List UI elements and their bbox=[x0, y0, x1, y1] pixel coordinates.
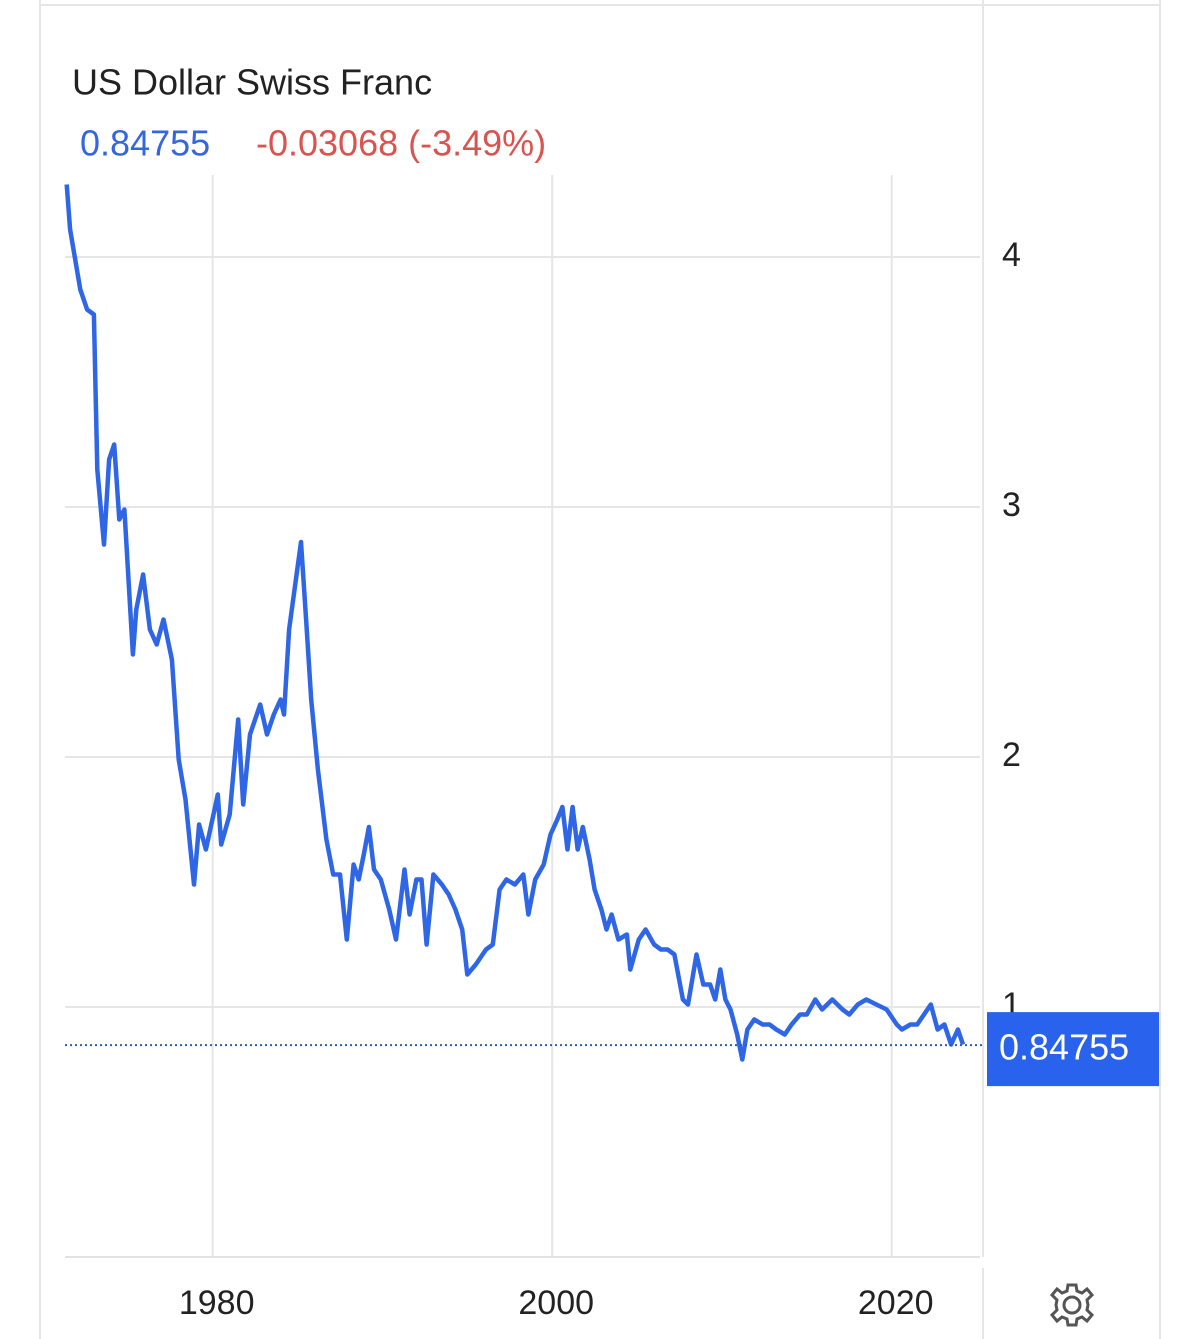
x-tick-label: 2020 bbox=[858, 1284, 934, 1322]
y-tick-label: 4 bbox=[1002, 236, 1021, 274]
last-value: 0.84755 bbox=[80, 123, 210, 164]
x-tick-label: 2000 bbox=[518, 1284, 594, 1322]
gear-hub bbox=[1062, 1295, 1082, 1315]
price-tag: 0.84755 bbox=[65, 1012, 1159, 1087]
price-line bbox=[64, 184, 966, 1062]
gear bbox=[1049, 1283, 1095, 1327]
price-tag-label: 0.84755 bbox=[999, 1027, 1129, 1068]
settings-icon[interactable] bbox=[1049, 1283, 1095, 1327]
price-tag-box bbox=[987, 1012, 1159, 1087]
y-tick-label: 2 bbox=[1002, 736, 1021, 774]
change: -0.03068 (-3.49%) bbox=[256, 123, 546, 164]
x-tick-label: 1980 bbox=[179, 1284, 255, 1322]
plot bbox=[64, 184, 966, 1062]
y-tick-label: 3 bbox=[1002, 486, 1021, 524]
chart-title: US Dollar Swiss Franc bbox=[72, 62, 432, 103]
